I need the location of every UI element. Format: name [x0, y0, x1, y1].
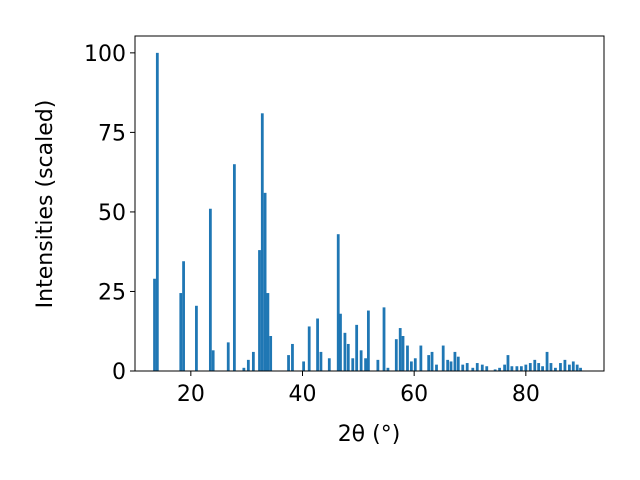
bar: [153, 278, 156, 371]
x-axis-label: 2θ (°): [338, 422, 401, 447]
bar: [493, 369, 497, 371]
bar: [475, 363, 479, 371]
bar: [382, 307, 386, 371]
bar: [563, 359, 567, 371]
bar: [554, 367, 557, 371]
bar: [503, 364, 507, 371]
bar: [567, 364, 571, 371]
bar: [559, 363, 562, 371]
bar: [246, 359, 250, 371]
y-tick-label: 75: [98, 121, 126, 146]
bar: [453, 351, 457, 371]
bar: [211, 350, 215, 371]
bar: [319, 351, 323, 371]
bar: [182, 261, 185, 371]
bar: [307, 326, 311, 371]
bar: [346, 343, 350, 371]
bar: [575, 364, 579, 371]
bar: [316, 318, 319, 371]
bar: [260, 113, 264, 372]
bar: [266, 293, 270, 371]
bar: [195, 305, 198, 371]
bar: [461, 364, 465, 371]
bar: [336, 234, 340, 371]
y-axis-label: Intensities (scaled): [33, 100, 58, 309]
bar: [339, 313, 342, 371]
bar: [419, 345, 423, 371]
bar: [291, 343, 294, 371]
bar: [471, 367, 475, 371]
bar: [541, 366, 544, 371]
bar: [302, 361, 306, 371]
bar: [401, 336, 405, 371]
bar: [327, 358, 331, 371]
bar: [498, 367, 501, 371]
x-tick-label: 40: [289, 382, 317, 407]
bar: [351, 358, 355, 371]
bar: [549, 363, 553, 371]
bar: [208, 208, 212, 371]
bar: [506, 355, 510, 371]
bar: [155, 52, 159, 371]
bar: [435, 364, 438, 371]
bar: [251, 351, 255, 371]
bar: [258, 250, 261, 371]
bar: [413, 358, 417, 371]
y-tick-label: 25: [98, 280, 126, 305]
bar: [179, 293, 183, 371]
bar: [430, 351, 434, 371]
bar: [545, 351, 549, 371]
plot-frame: [134, 35, 605, 372]
bar: [441, 345, 445, 371]
bar: [394, 339, 398, 371]
bar: [376, 359, 380, 371]
y-tick-label: 0: [112, 360, 126, 385]
bar: [456, 356, 460, 371]
bar: [528, 363, 532, 371]
bar: [386, 367, 390, 371]
bar: [269, 336, 273, 371]
bar: [571, 361, 575, 371]
bar: [510, 366, 514, 371]
bar: [359, 350, 363, 371]
bar: [537, 363, 541, 371]
bar: [409, 361, 413, 371]
bar: [427, 355, 431, 371]
bar: [287, 355, 290, 371]
bar: [446, 359, 450, 371]
bar: [343, 332, 347, 371]
bar: [263, 192, 267, 371]
bar: [465, 363, 469, 371]
bar: [480, 364, 484, 371]
x-tick-label: 80: [512, 382, 540, 407]
bar: [515, 366, 519, 371]
bar: [519, 366, 523, 371]
bar: [232, 164, 236, 371]
bar: [524, 364, 528, 371]
y-tick-label: 50: [98, 201, 126, 226]
bar: [398, 328, 402, 371]
bar: [226, 342, 230, 371]
bar: [242, 367, 246, 371]
bar: [533, 359, 537, 371]
x-tick-label: 20: [177, 382, 205, 407]
x-tick-label: 60: [400, 382, 428, 407]
bar: [355, 324, 359, 371]
bar: [364, 358, 367, 371]
bar: [406, 345, 409, 371]
y-tick-label: 100: [84, 42, 126, 67]
bar: [485, 366, 489, 371]
bar: [449, 361, 453, 371]
bar: [366, 310, 370, 371]
bar: [579, 367, 582, 371]
